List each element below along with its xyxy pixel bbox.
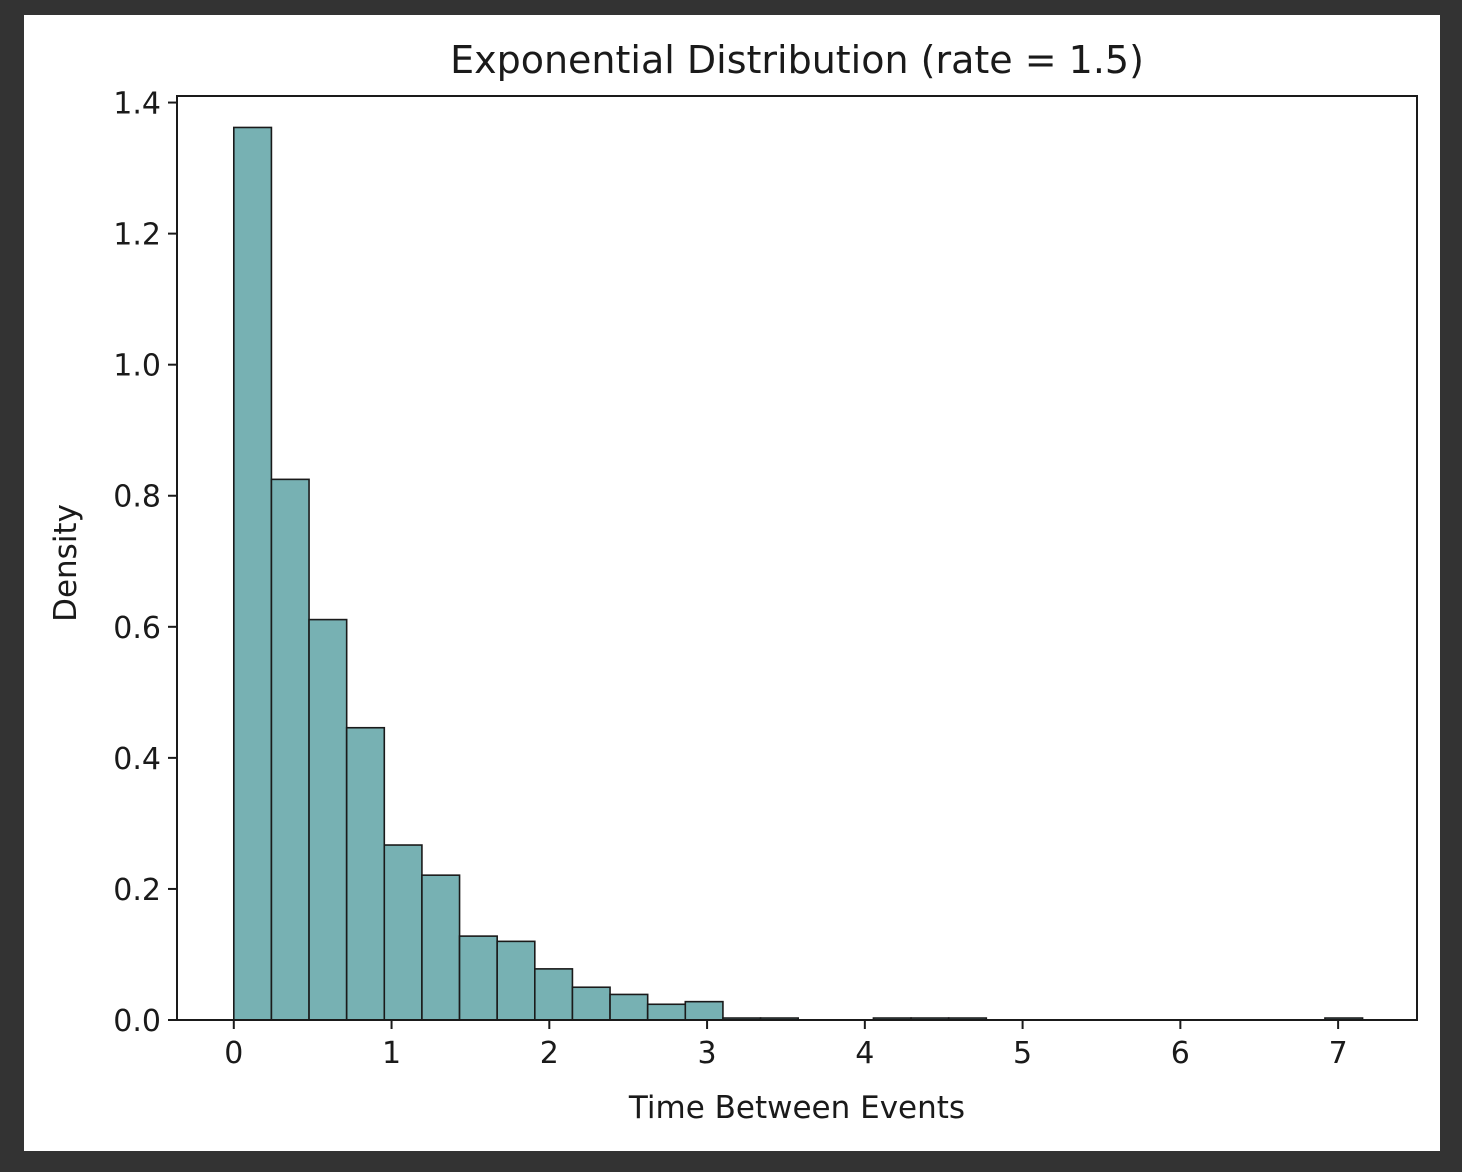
histogram-bar (270, 478, 310, 1021)
y-tick-label: 0.4 (113, 742, 161, 777)
histogram-bar (458, 935, 498, 1021)
x-tick-label: 4 (855, 1036, 874, 1071)
histogram-bar (609, 993, 649, 1021)
y-tick-label: 0.6 (113, 611, 161, 646)
histogram-bar (684, 1000, 724, 1021)
y-tick-label: 0.0 (113, 1004, 161, 1039)
plot-area-frame (176, 95, 1418, 1021)
y-axis-label: Density (48, 504, 84, 622)
y-tick-label: 0.2 (113, 873, 161, 908)
x-tick-label: 0 (224, 1036, 243, 1071)
x-tick-label: 6 (1171, 1036, 1190, 1071)
y-tick-label: 1.2 (113, 218, 161, 253)
histogram-chart: Exponential Distribution (rate = 1.5) 0 1… (48, 38, 1418, 1126)
x-axis-label: Time Between Events (628, 1090, 965, 1126)
histogram-bar (345, 726, 386, 1021)
histogram-bar (571, 986, 611, 1021)
histogram-bar (496, 940, 536, 1021)
x-tick-label: 2 (540, 1036, 559, 1071)
y-tick-label: 0.8 (113, 480, 161, 515)
x-tick-label: 7 (1329, 1036, 1348, 1071)
x-axis-ticks: 0 1 2 3 4 5 6 7 (224, 1020, 1348, 1071)
y-tick-label: 1.0 (113, 349, 161, 384)
x-tick-label: 3 (698, 1036, 717, 1071)
chart-title: Exponential Distribution (rate = 1.5) (450, 38, 1144, 82)
histogram-bar (421, 874, 461, 1021)
histogram-bar (646, 1003, 687, 1021)
bars-group (232, 126, 1364, 1021)
histogram-bar (308, 618, 348, 1021)
histogram-bar (534, 968, 574, 1021)
x-tick-label: 1 (382, 1036, 401, 1071)
y-tick-label: 1.4 (113, 87, 161, 122)
histogram-bar (232, 126, 273, 1021)
histogram-bar (383, 844, 423, 1021)
y-axis-ticks: 0.0 0.2 0.4 0.6 0.8 1.0 1.2 1.4 (113, 87, 177, 1039)
chart-figure: Exponential Distribution (rate = 1.5) 0 1… (24, 15, 1440, 1151)
x-tick-label: 5 (1013, 1036, 1032, 1071)
